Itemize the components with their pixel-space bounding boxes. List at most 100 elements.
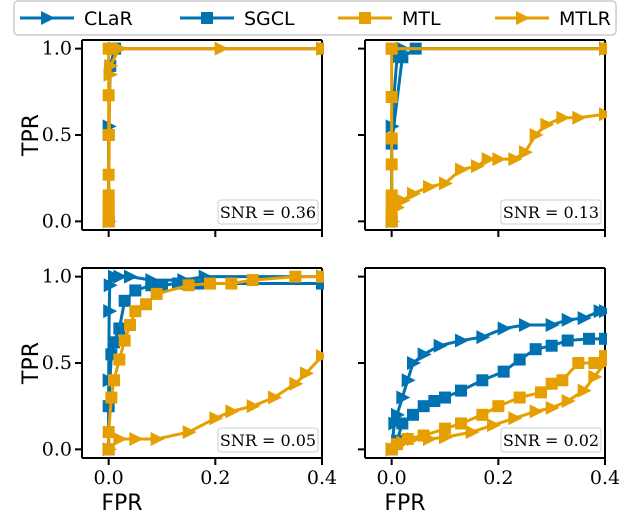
- point-mtlr: [289, 376, 304, 391]
- point-clar: [577, 311, 592, 326]
- point-mtlr: [556, 110, 571, 125]
- point-mtlr: [439, 176, 453, 191]
- point-mtlr: [481, 152, 496, 167]
- panel-2: SNR = 0.13: [358, 39, 607, 237]
- y-tick-label: 1.0: [42, 266, 72, 288]
- point-clar: [103, 304, 118, 319]
- point-mtl: [246, 274, 259, 287]
- point-mtlr: [423, 432, 437, 446]
- point-clar: [417, 347, 432, 362]
- snr-label: SNR = 0.02: [503, 431, 599, 450]
- point-mtlr: [102, 442, 117, 457]
- point-mtl: [439, 422, 451, 435]
- x-axis-title: FPR: [101, 491, 142, 516]
- point-mtl: [385, 132, 398, 145]
- point-mtl: [385, 91, 398, 103]
- legend-swatch-marker: [516, 11, 530, 25]
- point-mtlr: [391, 200, 405, 215]
- point-mtlr: [246, 399, 261, 414]
- point-mtlr: [396, 193, 411, 208]
- point-mtlr: [150, 432, 165, 446]
- point-mtlr: [316, 41, 324, 56]
- point-mtl: [118, 334, 131, 347]
- point-mtl: [182, 279, 195, 292]
- point-clar: [433, 338, 448, 353]
- plot-area: [102, 269, 324, 457]
- point-mtl: [556, 374, 569, 387]
- point-clar: [113, 269, 128, 284]
- point-sgcl: [476, 374, 489, 387]
- point-sgcl: [108, 336, 120, 349]
- point-mtl: [476, 408, 489, 421]
- plot-area: [385, 304, 607, 457]
- point-mtl: [113, 353, 126, 366]
- point-sgcl: [417, 400, 430, 413]
- legend-label-mtl: MTL: [402, 8, 441, 30]
- point-mtlr: [455, 162, 469, 177]
- point-sgcl: [396, 417, 409, 430]
- point-mtlr: [396, 435, 411, 450]
- point-sgcl: [599, 332, 607, 345]
- point-mtlr: [519, 145, 533, 160]
- point-mtl: [204, 277, 216, 290]
- point-mtl: [572, 357, 585, 369]
- series-line-sgcl: [390, 47, 605, 222]
- series-line-clar: [390, 47, 605, 222]
- point-mtlr: [209, 411, 224, 426]
- point-mtlr: [129, 432, 144, 446]
- point-mtl: [124, 319, 136, 331]
- snr-box: [217, 199, 319, 225]
- legend: CLaR SGCL MTL MTLR: [13, 0, 617, 36]
- point-mtlr: [423, 179, 437, 194]
- legend-swatch-marker: [41, 11, 55, 25]
- point-mtl: [535, 386, 547, 399]
- point-clar: [455, 333, 469, 348]
- point-sgcl: [497, 365, 510, 378]
- point-mtl: [289, 270, 302, 283]
- series-line-mtl: [107, 47, 322, 222]
- point-mtl: [105, 391, 118, 404]
- point-sgcl: [545, 339, 558, 352]
- y-tick-label: 0.0: [42, 210, 72, 232]
- point-mtlr: [508, 411, 523, 426]
- x-axis-title: FPR: [384, 491, 425, 516]
- point-mtl: [385, 42, 398, 55]
- point-mtl: [385, 158, 398, 171]
- point-mtlr: [465, 425, 480, 440]
- point-mtl: [150, 287, 163, 300]
- snr-label: SNR = 0.05: [220, 431, 316, 450]
- series-line-mtlr: [107, 47, 322, 222]
- point-mtlr: [316, 349, 324, 364]
- snr-annotation: SNR = 0.05: [217, 427, 319, 453]
- point-mtlr: [540, 117, 555, 132]
- snr-box: [500, 427, 602, 453]
- point-mtlr: [439, 430, 453, 445]
- point-clar: [391, 407, 405, 422]
- point-clar: [599, 304, 607, 319]
- point-sgcl: [428, 395, 441, 407]
- y-axis-title: TPR: [19, 114, 44, 157]
- x-tick-label: 0.4: [307, 467, 337, 489]
- point-clar: [545, 318, 560, 332]
- legend-label-sgcl: SGCL: [244, 8, 295, 30]
- y-axis-title: TPR: [19, 342, 44, 385]
- point-clar: [476, 330, 491, 345]
- snr-annotation: SNR = 0.02: [500, 427, 602, 453]
- point-mtlr: [102, 214, 117, 229]
- point-clar: [407, 356, 421, 370]
- plot-area: [385, 41, 607, 229]
- point-mtl: [385, 189, 398, 202]
- point-mtl: [316, 270, 324, 283]
- point-mtl: [599, 350, 607, 363]
- snr-box: [217, 427, 319, 453]
- point-mtlr: [268, 390, 282, 405]
- point-sgcl: [561, 334, 574, 347]
- point-sgcl: [439, 391, 451, 404]
- x-tick-label: 0.2: [200, 467, 230, 489]
- point-mtl: [492, 400, 505, 413]
- point-mtlr: [407, 432, 421, 446]
- plot-area: [102, 41, 324, 229]
- panel-4: 0.0 0.2 0.4 FPR SNR = 0.02: [358, 267, 620, 516]
- legend-swatch-marker: [359, 12, 371, 24]
- series-line-sgcl: [107, 47, 322, 222]
